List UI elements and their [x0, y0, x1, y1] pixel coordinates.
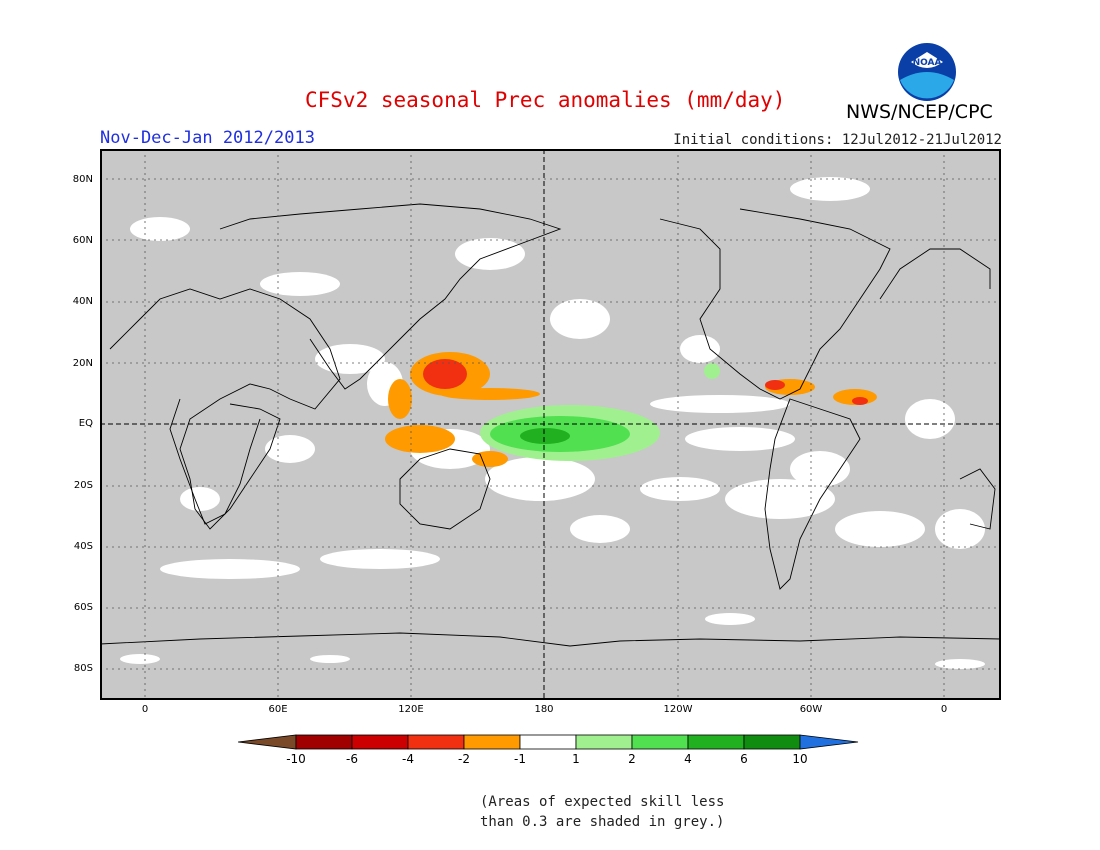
lat-label-60n: 60N	[72, 235, 93, 246]
noaa-logo: NOAA	[898, 43, 956, 101]
colorbar-label: -6	[346, 752, 358, 766]
colorbar-swatch	[351, 734, 409, 750]
colorbar-swatch	[631, 734, 689, 750]
skill-note-line1: (Areas of expected skill less	[480, 794, 725, 810]
skill-note-line2: than 0.3 are shaded in grey.)	[480, 814, 725, 830]
colorbar-swatch	[575, 734, 633, 750]
colorbar-label: -2	[458, 752, 470, 766]
lon-label-0: 0	[141, 704, 149, 715]
lat-label-40s: 40S	[73, 541, 93, 552]
forecast-period: Nov-Dec-Jan 2012/2013	[100, 128, 315, 148]
lat-label-60s: 60S	[73, 602, 93, 613]
colorbar-label: -4	[402, 752, 414, 766]
lon-label-60e: 60E	[268, 704, 288, 715]
colorbar-label: 10	[792, 752, 808, 766]
lon-label-120w: 120W	[663, 704, 693, 715]
lat-label-20s: 20S	[73, 480, 93, 491]
colorbar-label: -1	[514, 752, 526, 766]
logo-text: NOAA	[913, 58, 942, 68]
map-frame	[100, 149, 1001, 700]
anomaly-map	[100, 149, 1001, 700]
lat-label-eq: EQ	[78, 418, 93, 429]
lon-label-180: 180	[534, 704, 554, 715]
colorbar-swatch	[519, 734, 577, 750]
lat-label-20n: 20N	[72, 358, 93, 369]
colorbar-arrow-low	[238, 734, 297, 750]
coastlines	[100, 203, 1001, 647]
graticule	[100, 149, 1001, 700]
lat-label-80n: 80N	[72, 174, 93, 185]
colorbar-label: 6	[740, 752, 748, 766]
chart-title: CFSv2 seasonal Prec anomalies (mm/day)	[305, 88, 786, 112]
lon-label-60w: 60W	[799, 704, 823, 715]
colorbar-label: 2	[628, 752, 636, 766]
colorbar-swatch	[463, 734, 521, 750]
colorbar-swatch	[407, 734, 465, 750]
agency-label: NWS/NCEP/CPC	[846, 101, 993, 123]
positive-anomaly-patches	[480, 363, 720, 461]
lat-label-40n: 40N	[72, 296, 93, 307]
colorbar	[238, 734, 859, 750]
colorbar-label: 1	[572, 752, 580, 766]
lon-label-0-east: 0	[940, 704, 948, 715]
colorbar-swatch	[687, 734, 745, 750]
skill-note: (Areas of expected skill less than 0.3 a…	[480, 792, 724, 832]
initial-conditions: Initial conditions: 12Jul2012-21Jul2012	[673, 132, 1002, 148]
colorbar-label: 4	[684, 752, 692, 766]
colorbar-label: -10	[286, 752, 306, 766]
lon-label-120e: 120E	[398, 704, 424, 715]
colorbar-swatch	[295, 734, 353, 750]
colorbar-swatch	[743, 734, 801, 750]
colorbar-arrow-high	[799, 734, 859, 750]
lat-label-80s: 80S	[73, 663, 93, 674]
